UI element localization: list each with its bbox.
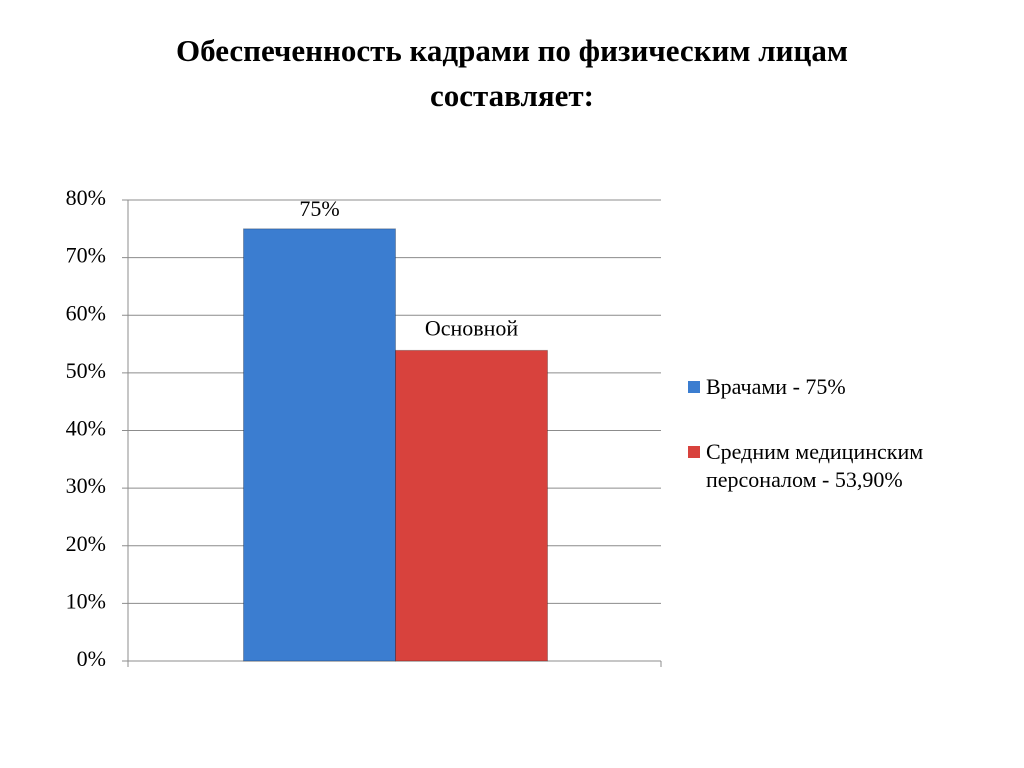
data-label: 75% xyxy=(299,196,339,221)
bar xyxy=(243,228,396,662)
y-tick-label: 10% xyxy=(66,588,106,613)
y-tick-label: 40% xyxy=(66,416,106,441)
legend-label: Средним медицинским персоналом - 53,90% xyxy=(706,439,924,492)
y-tick-label: 50% xyxy=(66,358,106,383)
y-tick-label: 30% xyxy=(66,473,106,498)
y-tick-label: 70% xyxy=(66,243,106,268)
y-tick-label: 0% xyxy=(77,646,106,671)
legend-label: Врачами - 75% xyxy=(706,374,846,399)
y-tick-label: 20% xyxy=(66,531,106,556)
chart-title: Обеспеченность кадрами по физическим лиц… xyxy=(175,33,849,113)
y-tick-label: 60% xyxy=(66,300,106,325)
bar xyxy=(395,349,548,662)
y-tick-label: 80% xyxy=(66,185,106,210)
annotation: Основной xyxy=(425,315,519,340)
legend-swatch xyxy=(688,446,700,458)
legend-swatch xyxy=(688,381,700,393)
